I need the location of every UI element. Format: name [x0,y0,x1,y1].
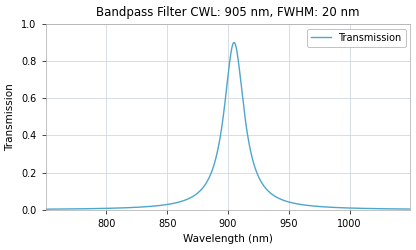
Transmission [343,206,348,210]
Transmission [262,185,267,188]
Transmission [183,199,188,202]
X-axis label: Wavelength (nm): Wavelength (nm) [183,234,273,244]
Transmission [109,207,114,210]
Transmission [315,205,320,208]
Transmission [408,208,413,210]
Y-axis label: Transmission: Transmission [5,83,15,151]
Title: Bandpass Filter CWL: 905 nm, FWHM: 20 nm: Bandpass Filter CWL: 905 nm, FWHM: 20 nm [96,6,360,18]
Legend: Transmission: Transmission [307,29,406,46]
Transmission [232,41,237,44]
Transmission [43,208,48,211]
Transmission [280,198,285,202]
Line: Transmission: Transmission [45,42,411,209]
